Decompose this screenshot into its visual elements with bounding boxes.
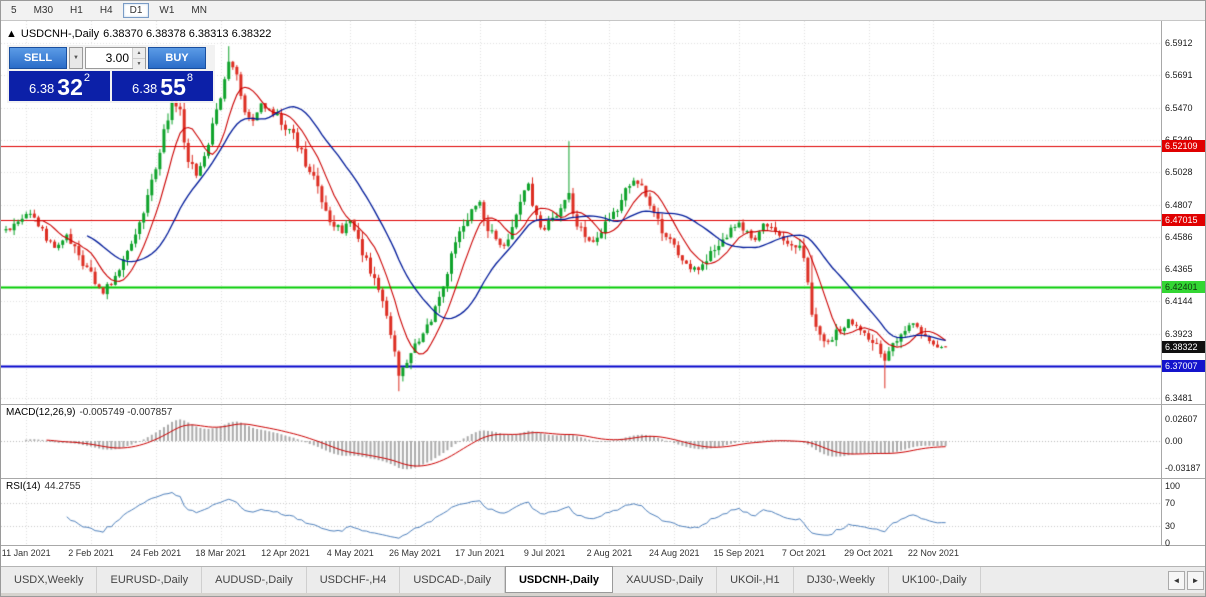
date-axis-label: 24 Feb 2021 <box>130 548 182 558</box>
tab-uk100-daily[interactable]: UK100-,Daily <box>889 567 981 593</box>
current-price-badge: 6.38322 <box>1162 341 1205 354</box>
date-axis-label: 24 Aug 2021 <box>648 548 700 558</box>
tab-ukoil-h1[interactable]: UKOil-,H1 <box>717 567 794 593</box>
price-axis-label: 6.3923 <box>1165 328 1193 339</box>
buy-price-main: 6.38 <box>131 81 158 96</box>
macd-values: -0.005749 -0.007857 <box>79 407 173 418</box>
price-level-badge: 6.42401 <box>1162 281 1205 294</box>
chart-symbol-label: USDCNH-,Daily <box>20 28 100 40</box>
price-axis-label: 6.5470 <box>1165 102 1193 113</box>
timeframe-h4[interactable]: H4 <box>99 5 113 16</box>
date-axis-label: 18 Mar 2021 <box>195 548 246 558</box>
chart-tabs: USDX,Weekly EURUSD-,Daily AUDUSD-,Daily USD… <box>1 566 981 593</box>
tab-usdcnh-daily[interactable]: USDCNH-,Daily <box>504 566 614 593</box>
buy-price-sup: 8 <box>186 72 194 84</box>
price-axis-label: 6.5691 <box>1165 70 1193 81</box>
price-axis-label: 6.4586 <box>1165 231 1193 242</box>
timeframe-m30[interactable]: M30 <box>33 5 54 16</box>
date-axis-label: 22 Nov 2021 <box>907 548 959 558</box>
tab-usdx-weekly[interactable]: USDX,Weekly <box>1 567 98 593</box>
volume-spinner: ▲ ▼ <box>132 48 145 69</box>
sell-price-main: 6.38 <box>28 81 55 96</box>
tab-eurusd-daily[interactable]: EURUSD-,Daily <box>97 567 203 593</box>
chart-ohlc-values: 6.38370 6.38378 6.38313 6.38322 <box>103 28 272 40</box>
volume-increase-button[interactable]: ▲ <box>133 48 145 59</box>
volume-decrease-button[interactable]: ▼ <box>133 59 145 69</box>
timeframe-toolbar: 5 M30 H1 H4 D1 W1 MN <box>1 1 1205 21</box>
macd-axis-label: 0.00 <box>1165 436 1183 446</box>
date-axis-label: 17 Jun 2021 <box>455 548 505 558</box>
rsi-indicator-label: RSI(14) 44.2755 <box>6 481 81 492</box>
rsi-name: RSI(14) <box>6 481 41 492</box>
buy-button[interactable]: BUY <box>148 47 206 69</box>
date-axis-label: 4 May 2021 <box>326 548 374 558</box>
price-axis-label: 6.5028 <box>1165 167 1193 178</box>
rsi-axis-label: 100 <box>1165 481 1181 491</box>
volume-control: ▲ ▼ <box>85 47 146 69</box>
buy-price-display[interactable]: 6.38 55 8 <box>112 71 213 101</box>
date-axis-label: 2 Aug 2021 <box>586 548 633 558</box>
date-axis-separator <box>1 545 1205 546</box>
timeframe-5[interactable]: 5 <box>11 5 17 16</box>
macd-indicator-label: MACD(12,26,9) -0.005749 -0.007857 <box>6 407 172 418</box>
price-axis-label: 6.5912 <box>1165 38 1193 48</box>
rsi-axis-label: 70 <box>1165 498 1176 509</box>
tab-scroll-arrows: ◄ ► <box>1168 567 1205 593</box>
tab-dj30-weekly[interactable]: DJ30-,Weekly <box>794 567 889 593</box>
date-axis-label: 2 Feb 2021 <box>68 548 114 558</box>
macd-axis-label: 0.02607 <box>1165 414 1198 425</box>
volume-dropdown-icon[interactable]: ▼ <box>69 47 83 69</box>
macd-axis-label: -0.03187 <box>1165 462 1201 473</box>
price-level-badge: 6.52109 <box>1162 139 1205 152</box>
rsi-axis-label: 30 <box>1165 520 1176 531</box>
tabs-scroll-right-button[interactable]: ► <box>1187 570 1204 590</box>
price-level-badge: 6.47015 <box>1162 213 1205 226</box>
panel-collapse-icon[interactable]: ▲ <box>6 28 17 40</box>
date-axis-label: 15 Sep 2021 <box>713 548 765 558</box>
price-axis-label: 6.4807 <box>1165 199 1193 210</box>
chart-area: ▲ USDCNH-,Daily 6.38370 6.38378 6.38313 6.… <box>1 21 1205 566</box>
date-axis-label: 29 Oct 2021 <box>844 548 894 558</box>
price-chart-canvas[interactable] <box>1 21 1161 546</box>
timeframe-mn[interactable]: MN <box>191 5 207 16</box>
tab-usdcad-daily[interactable]: USDCAD-,Daily <box>400 567 505 593</box>
macd-name: MACD(12,26,9) <box>6 407 76 418</box>
rsi-value: 44.2755 <box>44 481 81 492</box>
tab-usdchf-h4[interactable]: USDCHF-,H4 <box>307 567 401 593</box>
date-axis-label: 11 Jan 2021 <box>1 548 51 558</box>
timeframe-w1[interactable]: W1 <box>159 5 175 16</box>
sell-price-pips: 32 <box>57 74 83 100</box>
price-axis-label: 6.4144 <box>1165 296 1193 307</box>
rsi-pane-splitter[interactable] <box>1 478 1205 479</box>
price-axis-label: 6.4365 <box>1165 264 1193 275</box>
date-axis-label: 9 Jul 2021 <box>523 548 566 558</box>
sell-price-sup: 2 <box>83 72 91 84</box>
date-axis-label: 12 Apr 2021 <box>261 548 310 558</box>
window-bottom-edge <box>1 593 1205 596</box>
buy-price-pips: 55 <box>160 74 186 100</box>
chart-title: ▲ USDCNH-,Daily 6.38370 6.38378 6.38313 6.… <box>6 28 275 40</box>
price-axis-label: 6.3481 <box>1165 393 1193 404</box>
rsi-axis-label: 0 <box>1165 538 1171 548</box>
chart-tabbar: USDX,Weekly EURUSD-,Daily AUDUSD-,Daily USD… <box>1 566 1205 593</box>
price-level-badge: 6.37007 <box>1162 360 1205 373</box>
timeframe-d1[interactable]: D1 <box>122 3 150 18</box>
date-axis-label: 7 Oct 2021 <box>781 548 826 558</box>
date-axis-label: 26 May 2021 <box>389 548 442 558</box>
volume-input[interactable] <box>86 48 132 68</box>
tab-xauusd-daily[interactable]: XAUUSD-,Daily <box>613 567 718 593</box>
macd-pane-splitter[interactable] <box>1 404 1205 405</box>
timeframe-h1[interactable]: H1 <box>70 5 83 16</box>
tabs-scroll-left-button[interactable]: ◄ <box>1168 570 1185 590</box>
tab-audusd-daily[interactable]: AUDUSD-,Daily <box>202 567 307 593</box>
sell-price-display[interactable]: 6.38 32 2 <box>9 71 110 101</box>
sell-button[interactable]: SELL <box>9 47 67 69</box>
